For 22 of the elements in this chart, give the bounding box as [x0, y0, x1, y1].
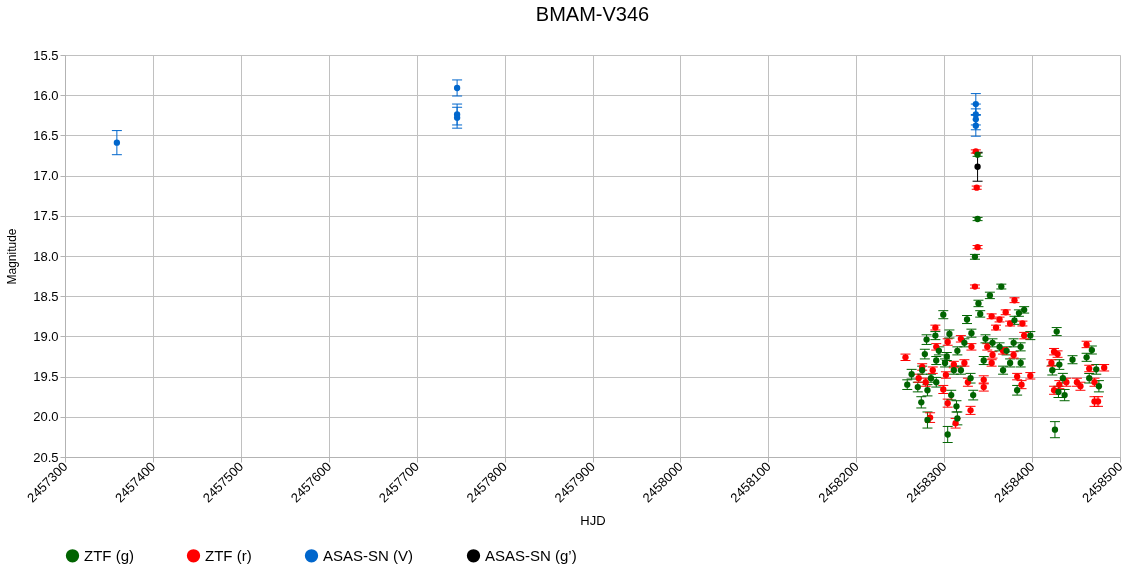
y-tick-label: 16.0	[33, 87, 59, 103]
y-tick-label: 17.5	[33, 208, 59, 224]
y-tick-label: 20.0	[33, 409, 59, 425]
legend-label: ASAS-SN (V)	[323, 546, 414, 564]
chart-title: BMAM-V346	[535, 3, 650, 25]
point	[453, 84, 461, 92]
legend-label: ASAS-SN (g’)	[485, 546, 577, 564]
y-tick-label: 18.0	[33, 248, 59, 264]
y-tick-label: 17.0	[33, 168, 59, 184]
y-tick-label: 19.5	[33, 369, 59, 385]
y-tick-label: 18.5	[33, 288, 59, 304]
y-tick-label: 15.5	[33, 47, 59, 63]
point	[113, 139, 121, 146]
point	[974, 163, 981, 170]
y-axis-title: Magnitude	[5, 228, 20, 285]
legend-label: ZTF (g)	[84, 546, 134, 564]
y-tick-label: 20.5	[33, 449, 59, 465]
legend-label: ZTF (r)	[205, 546, 252, 564]
point	[972, 116, 979, 123]
x-axis-title: HJD	[580, 513, 606, 529]
y-tick-label: 16.5	[33, 127, 59, 143]
y-tick-label: 19.0	[33, 328, 59, 344]
